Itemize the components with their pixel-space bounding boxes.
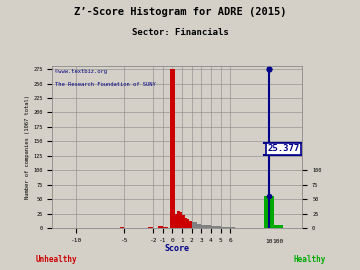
- Y-axis label: Number of companies (1067 total): Number of companies (1067 total): [25, 95, 30, 199]
- Bar: [192, 222, 197, 228]
- Text: 100: 100: [273, 239, 284, 244]
- Text: 25.377: 25.377: [267, 144, 299, 153]
- Bar: [189, 221, 192, 228]
- Bar: [120, 227, 124, 228]
- Text: 10: 10: [265, 239, 273, 244]
- Text: Healthy: Healthy: [293, 255, 326, 264]
- Bar: [175, 214, 177, 228]
- Bar: [197, 224, 201, 228]
- Bar: [216, 227, 221, 228]
- Bar: [230, 227, 235, 228]
- Bar: [182, 215, 185, 228]
- Bar: [201, 225, 206, 228]
- Text: Unhealthy: Unhealthy: [36, 255, 78, 264]
- Text: Sector: Financials: Sector: Financials: [132, 28, 228, 37]
- Bar: [187, 220, 189, 228]
- Bar: [180, 212, 182, 228]
- Bar: [158, 227, 163, 228]
- Bar: [264, 196, 274, 228]
- Bar: [177, 211, 180, 228]
- Bar: [163, 227, 168, 228]
- X-axis label: Score: Score: [165, 244, 190, 253]
- Text: Z’-Score Histogram for ADRE (2015): Z’-Score Histogram for ADRE (2015): [74, 7, 286, 17]
- Bar: [206, 225, 211, 228]
- Text: The Research Foundation of SUNY: The Research Foundation of SUNY: [55, 82, 156, 87]
- Bar: [185, 218, 187, 228]
- Text: ©www.textbiz.org: ©www.textbiz.org: [55, 69, 107, 74]
- Bar: [274, 225, 283, 228]
- Bar: [211, 226, 216, 228]
- Bar: [170, 69, 175, 228]
- Bar: [221, 227, 225, 228]
- Bar: [225, 227, 230, 228]
- Bar: [148, 227, 153, 228]
